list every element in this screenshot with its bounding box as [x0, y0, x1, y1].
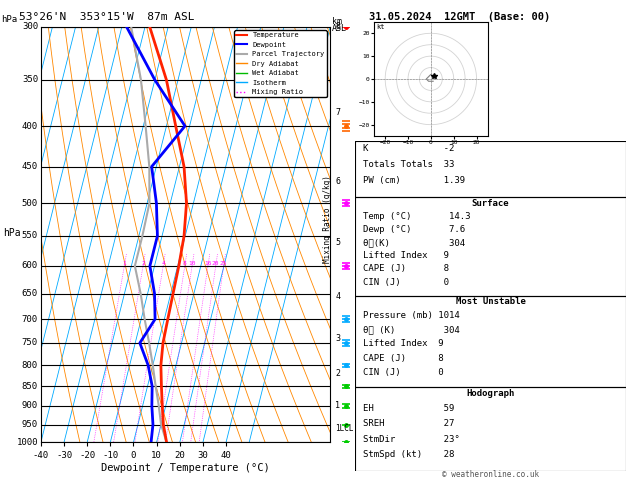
Text: 6: 6	[335, 177, 340, 186]
Text: K              -2: K -2	[364, 144, 455, 153]
Text: Temp (°C)       14.3: Temp (°C) 14.3	[364, 212, 471, 221]
Text: Lifted Index  9: Lifted Index 9	[364, 340, 444, 348]
Text: Mixing Ratio (g/kg): Mixing Ratio (g/kg)	[323, 175, 332, 262]
Text: 53°26'N  353°15'W  87m ASL: 53°26'N 353°15'W 87m ASL	[19, 12, 195, 22]
Text: hPa: hPa	[1, 15, 18, 24]
Text: Totals Totals  33: Totals Totals 33	[364, 160, 455, 169]
Text: hPa: hPa	[3, 228, 21, 238]
Text: CIN (J)       0: CIN (J) 0	[364, 367, 444, 377]
Text: 7: 7	[335, 108, 340, 117]
Text: kt: kt	[376, 24, 384, 30]
Text: θᴄ (K)         304: θᴄ (K) 304	[364, 326, 460, 334]
Text: 3: 3	[335, 334, 340, 343]
Text: 10: 10	[188, 261, 196, 266]
Text: StmSpd (kt)    28: StmSpd (kt) 28	[364, 450, 455, 459]
Text: 450: 450	[22, 162, 38, 171]
Legend: Temperature, Dewpoint, Parcel Trajectory, Dry Adiabat, Wet Adiabat, Isotherm, Mi: Temperature, Dewpoint, Parcel Trajectory…	[235, 30, 326, 97]
Text: km: km	[332, 17, 342, 26]
Text: 800: 800	[22, 361, 38, 370]
Text: 750: 750	[22, 338, 38, 347]
Text: 900: 900	[22, 401, 38, 410]
X-axis label: Dewpoint / Temperature (°C): Dewpoint / Temperature (°C)	[101, 463, 270, 473]
Text: Dewp (°C)       7.6: Dewp (°C) 7.6	[364, 225, 465, 234]
Text: 4: 4	[335, 292, 340, 301]
Text: 700: 700	[22, 314, 38, 324]
Text: 600: 600	[22, 261, 38, 270]
Text: 400: 400	[22, 122, 38, 131]
Text: Pressure (mb) 1014: Pressure (mb) 1014	[364, 312, 460, 320]
Text: 350: 350	[22, 75, 38, 85]
Text: © weatheronline.co.uk: © weatheronline.co.uk	[442, 469, 539, 479]
Text: Lifted Index   9: Lifted Index 9	[364, 251, 450, 260]
Text: EH             59: EH 59	[364, 404, 455, 413]
Text: 20: 20	[212, 261, 220, 266]
Text: ASL: ASL	[332, 24, 347, 34]
Text: SREH           27: SREH 27	[364, 419, 455, 428]
Text: 300: 300	[22, 22, 38, 31]
Text: StmDir         23°: StmDir 23°	[364, 434, 460, 444]
Text: 1LCL: 1LCL	[335, 424, 353, 434]
Text: CIN (J)        0: CIN (J) 0	[364, 278, 450, 287]
Text: 550: 550	[22, 231, 38, 241]
Text: 31.05.2024  12GMT  (Base: 00): 31.05.2024 12GMT (Base: 00)	[369, 12, 550, 22]
Text: 950: 950	[22, 420, 38, 429]
Text: 8: 8	[183, 261, 187, 266]
Text: 1: 1	[335, 401, 340, 410]
Text: 850: 850	[22, 382, 38, 391]
Text: 1: 1	[123, 261, 126, 266]
Text: 5: 5	[335, 238, 340, 247]
Text: CAPE (J)      8: CAPE (J) 8	[364, 353, 444, 363]
Text: 1000: 1000	[16, 438, 38, 447]
Text: 2: 2	[335, 369, 340, 378]
Text: 2: 2	[141, 261, 145, 266]
Text: 650: 650	[22, 289, 38, 298]
Text: Surface: Surface	[472, 199, 509, 208]
Text: Hodograph: Hodograph	[467, 389, 515, 398]
Text: 25: 25	[220, 261, 228, 266]
Text: Most Unstable: Most Unstable	[455, 297, 526, 306]
Text: θᴄ(K)           304: θᴄ(K) 304	[364, 238, 465, 247]
Text: CAPE (J)       8: CAPE (J) 8	[364, 264, 450, 274]
Text: 8: 8	[335, 22, 340, 31]
Text: 500: 500	[22, 199, 38, 208]
Text: PW (cm)        1.39: PW (cm) 1.39	[364, 176, 465, 185]
Text: 4: 4	[161, 261, 165, 266]
Text: 16: 16	[204, 261, 212, 266]
